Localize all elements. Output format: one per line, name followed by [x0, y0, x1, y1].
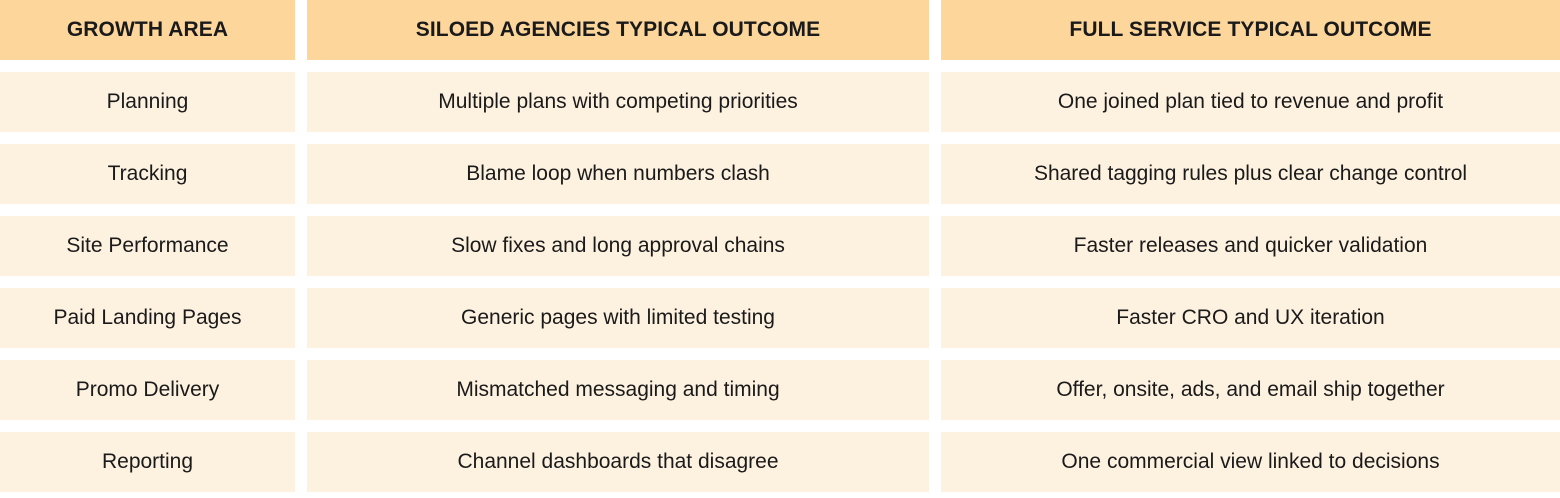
- row-siloed-outcome: Mismatched messaging and timing: [307, 360, 929, 420]
- row-growth-area: Paid Landing Pages: [0, 288, 295, 348]
- row-siloed-outcome: Channel dashboards that disagree: [307, 432, 929, 492]
- row-growth-area: Promo Delivery: [0, 360, 295, 420]
- row-growth-area: Planning: [0, 72, 295, 132]
- row-full-service-outcome: Shared tagging rules plus clear change c…: [941, 144, 1560, 204]
- header-growth-area: GROWTH AREA: [0, 0, 295, 60]
- row-siloed-outcome: Slow fixes and long approval chains: [307, 216, 929, 276]
- header-full-service: FULL SERVICE TYPICAL OUTCOME: [941, 0, 1560, 60]
- row-full-service-outcome: Offer, onsite, ads, and email ship toget…: [941, 360, 1560, 420]
- row-growth-area: Reporting: [0, 432, 295, 492]
- row-siloed-outcome: Generic pages with limited testing: [307, 288, 929, 348]
- row-full-service-outcome: One commercial view linked to decisions: [941, 432, 1560, 492]
- row-growth-area: Tracking: [0, 144, 295, 204]
- header-siloed-agencies: SILOED AGENCIES TYPICAL OUTCOME: [307, 0, 929, 60]
- row-full-service-outcome: One joined plan tied to revenue and prof…: [941, 72, 1560, 132]
- row-full-service-outcome: Faster CRO and UX iteration: [941, 288, 1560, 348]
- row-full-service-outcome: Faster releases and quicker validation: [941, 216, 1560, 276]
- row-siloed-outcome: Blame loop when numbers clash: [307, 144, 929, 204]
- row-siloed-outcome: Multiple plans with competing priorities: [307, 72, 929, 132]
- row-growth-area: Site Performance: [0, 216, 295, 276]
